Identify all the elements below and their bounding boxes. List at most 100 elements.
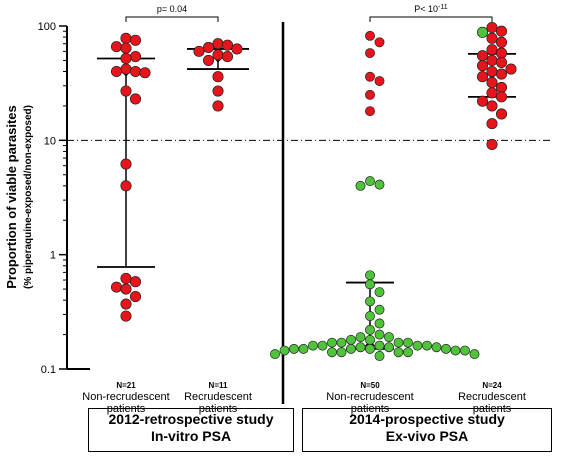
n-label: N=21 [116, 381, 136, 390]
data-point [469, 349, 480, 360]
data-point [365, 176, 375, 187]
data-point [384, 342, 394, 353]
data-point [495, 25, 508, 37]
data-point [308, 340, 318, 351]
data-point [120, 63, 132, 75]
data-point [412, 340, 423, 351]
data-point [505, 63, 517, 75]
data-point [495, 108, 508, 120]
data-point [139, 67, 151, 79]
data-point [365, 48, 375, 58]
data-point [403, 337, 413, 348]
data-point [374, 287, 385, 298]
data-point [393, 337, 404, 348]
data-point [212, 85, 224, 97]
data-point [221, 51, 234, 63]
data-point [384, 332, 394, 343]
comparison-bracket [369, 16, 493, 22]
category-label: Non-recrudescent [82, 391, 169, 403]
data-point [495, 68, 508, 80]
n-label: N=11 [209, 381, 228, 390]
y-tick-label: 100 [38, 21, 56, 33]
data-point [365, 296, 375, 307]
data-point [486, 65, 498, 78]
data-point [120, 52, 132, 65]
data-point [486, 54, 498, 66]
data-point [193, 45, 205, 57]
data-point [365, 324, 375, 335]
category-label: Non-recrudescent [326, 391, 413, 403]
data-point [476, 50, 489, 62]
data-point [374, 179, 385, 190]
data-point [346, 334, 356, 345]
data-point [495, 47, 508, 59]
data-point [327, 347, 337, 358]
data-point [120, 32, 132, 44]
n-label: N=24 [482, 381, 502, 390]
data-point [221, 39, 234, 51]
data-point [374, 351, 385, 361]
data-point [129, 93, 142, 105]
panel-title-2014: 2014-prospective study [349, 411, 505, 427]
n-label: N=50 [360, 381, 380, 390]
data-point [476, 71, 489, 83]
data-point [374, 304, 385, 315]
data-point [120, 42, 132, 54]
data-point [476, 60, 489, 72]
panel-title-2012: 2012-retrospective study [108, 411, 274, 427]
data-point [120, 298, 132, 310]
data-point [365, 30, 375, 41]
data-point [202, 41, 215, 53]
data-point [355, 332, 366, 343]
data-point [365, 270, 375, 281]
data-point [270, 349, 280, 360]
data-point [374, 76, 385, 86]
data-point [336, 337, 347, 348]
data-point [365, 334, 375, 345]
data-point [110, 65, 123, 78]
data-point [365, 106, 375, 117]
data-point [365, 279, 375, 290]
panel-subtitle-2014: Ex-vivo PSA [385, 428, 469, 444]
data-point [279, 345, 290, 356]
p-value-exponent: -11 [438, 4, 448, 11]
data-point [327, 337, 337, 348]
data-point [403, 347, 413, 358]
category-label: patients [107, 403, 146, 415]
data-point [365, 343, 375, 354]
data-point [476, 26, 489, 38]
data-point [120, 272, 132, 284]
data-point [495, 56, 508, 68]
panel-subtitle-2012: In-vitro PSA [150, 428, 232, 444]
panel-box-2012: 2012-retrospective study In-vitro PSA [88, 408, 294, 452]
data-point [289, 343, 299, 354]
category-label: patients [473, 403, 512, 415]
data-point [129, 276, 142, 288]
data-point [120, 85, 132, 97]
data-point [120, 310, 132, 322]
data-point [120, 180, 132, 192]
data-point [374, 37, 385, 48]
data-point [355, 180, 366, 191]
data-point [365, 71, 375, 82]
comparison-bracket [125, 16, 219, 22]
data-point [495, 91, 508, 103]
data-point [495, 81, 508, 94]
data-point [460, 345, 470, 356]
data-point [212, 38, 224, 50]
category-label: patients [351, 403, 390, 415]
data-point [374, 329, 385, 340]
data-point [231, 43, 243, 55]
data-point [120, 283, 132, 295]
data-point [374, 340, 385, 351]
data-point [486, 44, 498, 56]
p-value-label: P< 10-11 [414, 4, 447, 14]
data-point [346, 343, 356, 354]
data-point [486, 32, 498, 44]
data-point [495, 36, 508, 48]
data-point [212, 71, 224, 83]
p-value-label: p= 0.04 [157, 4, 187, 14]
data-point [486, 118, 498, 130]
data-point [110, 281, 123, 293]
